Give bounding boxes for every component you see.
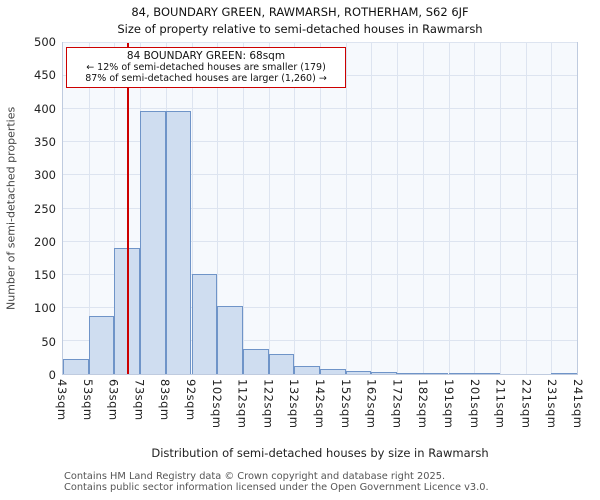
bar-142sqm	[320, 368, 346, 374]
gridline-horizontal	[63, 42, 577, 43]
x-tick-112sqm: 112sqm	[235, 379, 250, 429]
gridline-vertical	[499, 43, 501, 374]
x-tick-182sqm: 182sqm	[416, 379, 431, 429]
y-tick-450: 450	[34, 68, 56, 83]
x-tick-132sqm: 132sqm	[287, 379, 302, 429]
annotation-box: 84 BOUNDARY GREEN: 68sqm ← 12% of semi-d…	[66, 47, 346, 88]
annotation-larger-stat: 87% of semi-detached houses are larger (…	[85, 73, 327, 84]
gridline-vertical	[191, 43, 193, 374]
gridline-vertical	[422, 43, 424, 374]
bar-231sqm	[551, 372, 577, 374]
bar-132sqm	[294, 366, 320, 374]
gridline-vertical	[294, 43, 296, 374]
y-tick-150: 150	[34, 268, 56, 283]
bar-112sqm	[242, 348, 269, 374]
y-tick-350: 350	[34, 134, 56, 149]
y-tick-500: 500	[34, 35, 56, 49]
x-tick-92sqm: 92sqm	[184, 379, 198, 421]
x-tick-43sqm: 43sqm	[55, 379, 69, 421]
bar-63sqm	[114, 248, 141, 374]
y-tick-300: 300	[34, 168, 56, 183]
x-tick-53sqm: 53sqm	[80, 379, 95, 421]
footer-attribution: Contains HM Land Registry data © Crown c…	[64, 471, 594, 494]
x-tick-152sqm: 152sqm	[338, 379, 353, 429]
bar-73sqm	[140, 110, 166, 374]
x-tick-63sqm: 63sqm	[106, 379, 121, 421]
gridline-vertical	[320, 43, 321, 374]
y-tick-250: 250	[34, 201, 56, 216]
gridline-vertical	[551, 43, 553, 374]
x-tick-122sqm: 122sqm	[261, 379, 276, 429]
y-tick-50: 50	[41, 334, 56, 349]
gridline-vertical	[474, 43, 476, 374]
x-tick-142sqm: 142sqm	[313, 379, 327, 429]
chart-title: 84, BOUNDARY GREEN, RAWMARSH, ROTHERHAM,…	[131, 5, 469, 19]
bar-182sqm	[422, 373, 449, 374]
x-tick-231sqm: 231sqm	[545, 379, 560, 429]
plot-area: 84 BOUNDARY GREEN: 68sqm ← 12% of semi-d…	[62, 42, 578, 375]
bar-152sqm	[345, 370, 372, 374]
footer-line-1: Contains HM Land Registry data © Crown c…	[64, 471, 446, 482]
bar-122sqm	[268, 354, 295, 374]
y-tick-100: 100	[34, 301, 56, 316]
gridline-vertical	[371, 43, 373, 374]
x-tick-221sqm: 221sqm	[519, 379, 534, 429]
x-tick-172sqm: 172sqm	[390, 379, 405, 429]
gridline-vertical	[397, 43, 399, 374]
gridline-vertical	[217, 43, 219, 374]
gridline-vertical	[448, 43, 450, 374]
x-tick-201sqm: 201sqm	[467, 379, 482, 429]
x-tick-162sqm: 162sqm	[364, 379, 379, 429]
y-tick-200: 200	[34, 234, 56, 249]
x-tick-241sqm: 241sqm	[571, 379, 585, 429]
footer-line-2: Contains public sector information licen…	[64, 481, 489, 493]
x-tick-83sqm: 83sqm	[158, 379, 173, 421]
bar-201sqm	[474, 373, 500, 374]
bar-102sqm	[217, 305, 243, 374]
y-tick-400: 400	[34, 101, 56, 116]
gridline-vertical	[268, 43, 270, 374]
gridline-vertical	[525, 43, 527, 374]
bar-43sqm	[63, 359, 89, 374]
bar-172sqm	[397, 373, 423, 374]
chart-subtitle: Size of property relative to semi-detach…	[117, 22, 483, 36]
bar-92sqm	[191, 274, 218, 374]
x-tick-211sqm: 211sqm	[493, 379, 508, 429]
y-axis-label: Number of semi-detached properties	[4, 106, 18, 311]
x-tick-191sqm: 191sqm	[442, 379, 456, 429]
x-tick-73sqm: 73sqm	[132, 379, 147, 421]
bar-83sqm	[165, 110, 192, 374]
x-axis-label: Distribution of semi-detached houses by …	[151, 446, 489, 460]
gridline-vertical	[345, 43, 347, 374]
y-tick-0: 0	[48, 368, 56, 382]
bar-162sqm	[371, 372, 398, 374]
gridline-vertical	[242, 43, 244, 374]
annotation-title: 84 BOUNDARY GREEN: 68sqm	[126, 50, 286, 62]
bar-191sqm	[448, 373, 475, 374]
property-size-marker-line	[127, 43, 129, 374]
annotation-smaller-stat: ← 12% of semi-detached houses are smalle…	[86, 62, 326, 73]
bar-53sqm	[88, 315, 115, 374]
gridline-vertical	[114, 43, 116, 374]
gridline-vertical	[88, 43, 90, 374]
x-tick-102sqm: 102sqm	[209, 379, 224, 429]
